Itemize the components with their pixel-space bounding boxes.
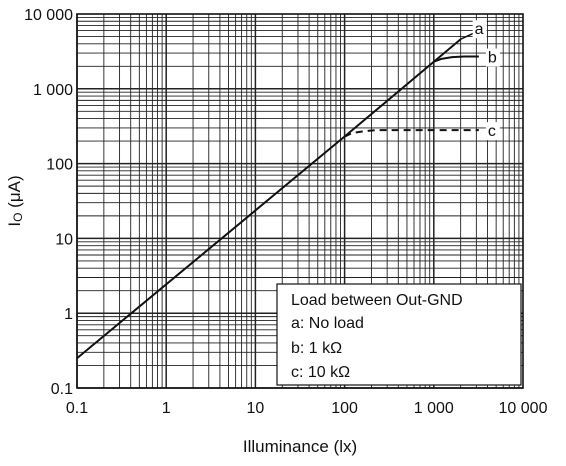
plot-frame [76,13,524,389]
legend-frame [276,283,522,386]
series-c-label-bg [485,122,500,141]
y-tick-labels: 0.1 1 10 100 1 000 10 000 [24,7,73,398]
y-tick-label: 0.1 [51,381,73,398]
legend-entry-c: c: 10 kΩ [291,364,350,381]
x-tick-label: 100 [331,400,358,417]
series-b-label: b [488,50,497,67]
y-tick-label: 10 000 [24,7,73,24]
x-tick-labels: 0.1 1 10 100 1 000 10 000 [66,400,548,417]
series-a-label: a [475,21,484,38]
legend-entry-a: a: No load [291,315,364,332]
series-a-leader [460,32,474,40]
y-tick-label: 1 000 [33,82,73,99]
y-axis-label-main: I [5,222,24,227]
series-a-line [76,38,462,360]
x-tick-label: 1 [162,400,171,417]
y-axis-label: IO (μA) [5,175,25,226]
x-tick-label: 10 000 [499,400,548,417]
x-tick-label: 0.1 [66,400,88,417]
series-b-line [433,55,479,63]
series-c-line [344,129,479,138]
y-axis-label-subscript: O [11,213,25,222]
y-tick-label: 100 [46,157,73,174]
series-b-label-bg [485,48,500,67]
x-tick-label: 10 [247,400,265,417]
series-a-label-bg [472,20,487,39]
y-axis-label-unit: (μA) [5,175,24,212]
legend-title: Load between Out-GND [291,292,463,309]
x-axis-label: Illuminance (lx) [243,437,357,456]
x-tick-label: 1 000 [414,400,454,417]
series-c-label: c [488,123,496,140]
legend-entry-b: b: 1 kΩ [291,340,342,357]
legend-box: Load between Out-GND a: No load b: 1 kΩ … [276,283,522,386]
series-layer: ab c [76,20,500,360]
y-tick-label: 1 [64,306,73,323]
y-tick-label: 10 [55,231,73,248]
